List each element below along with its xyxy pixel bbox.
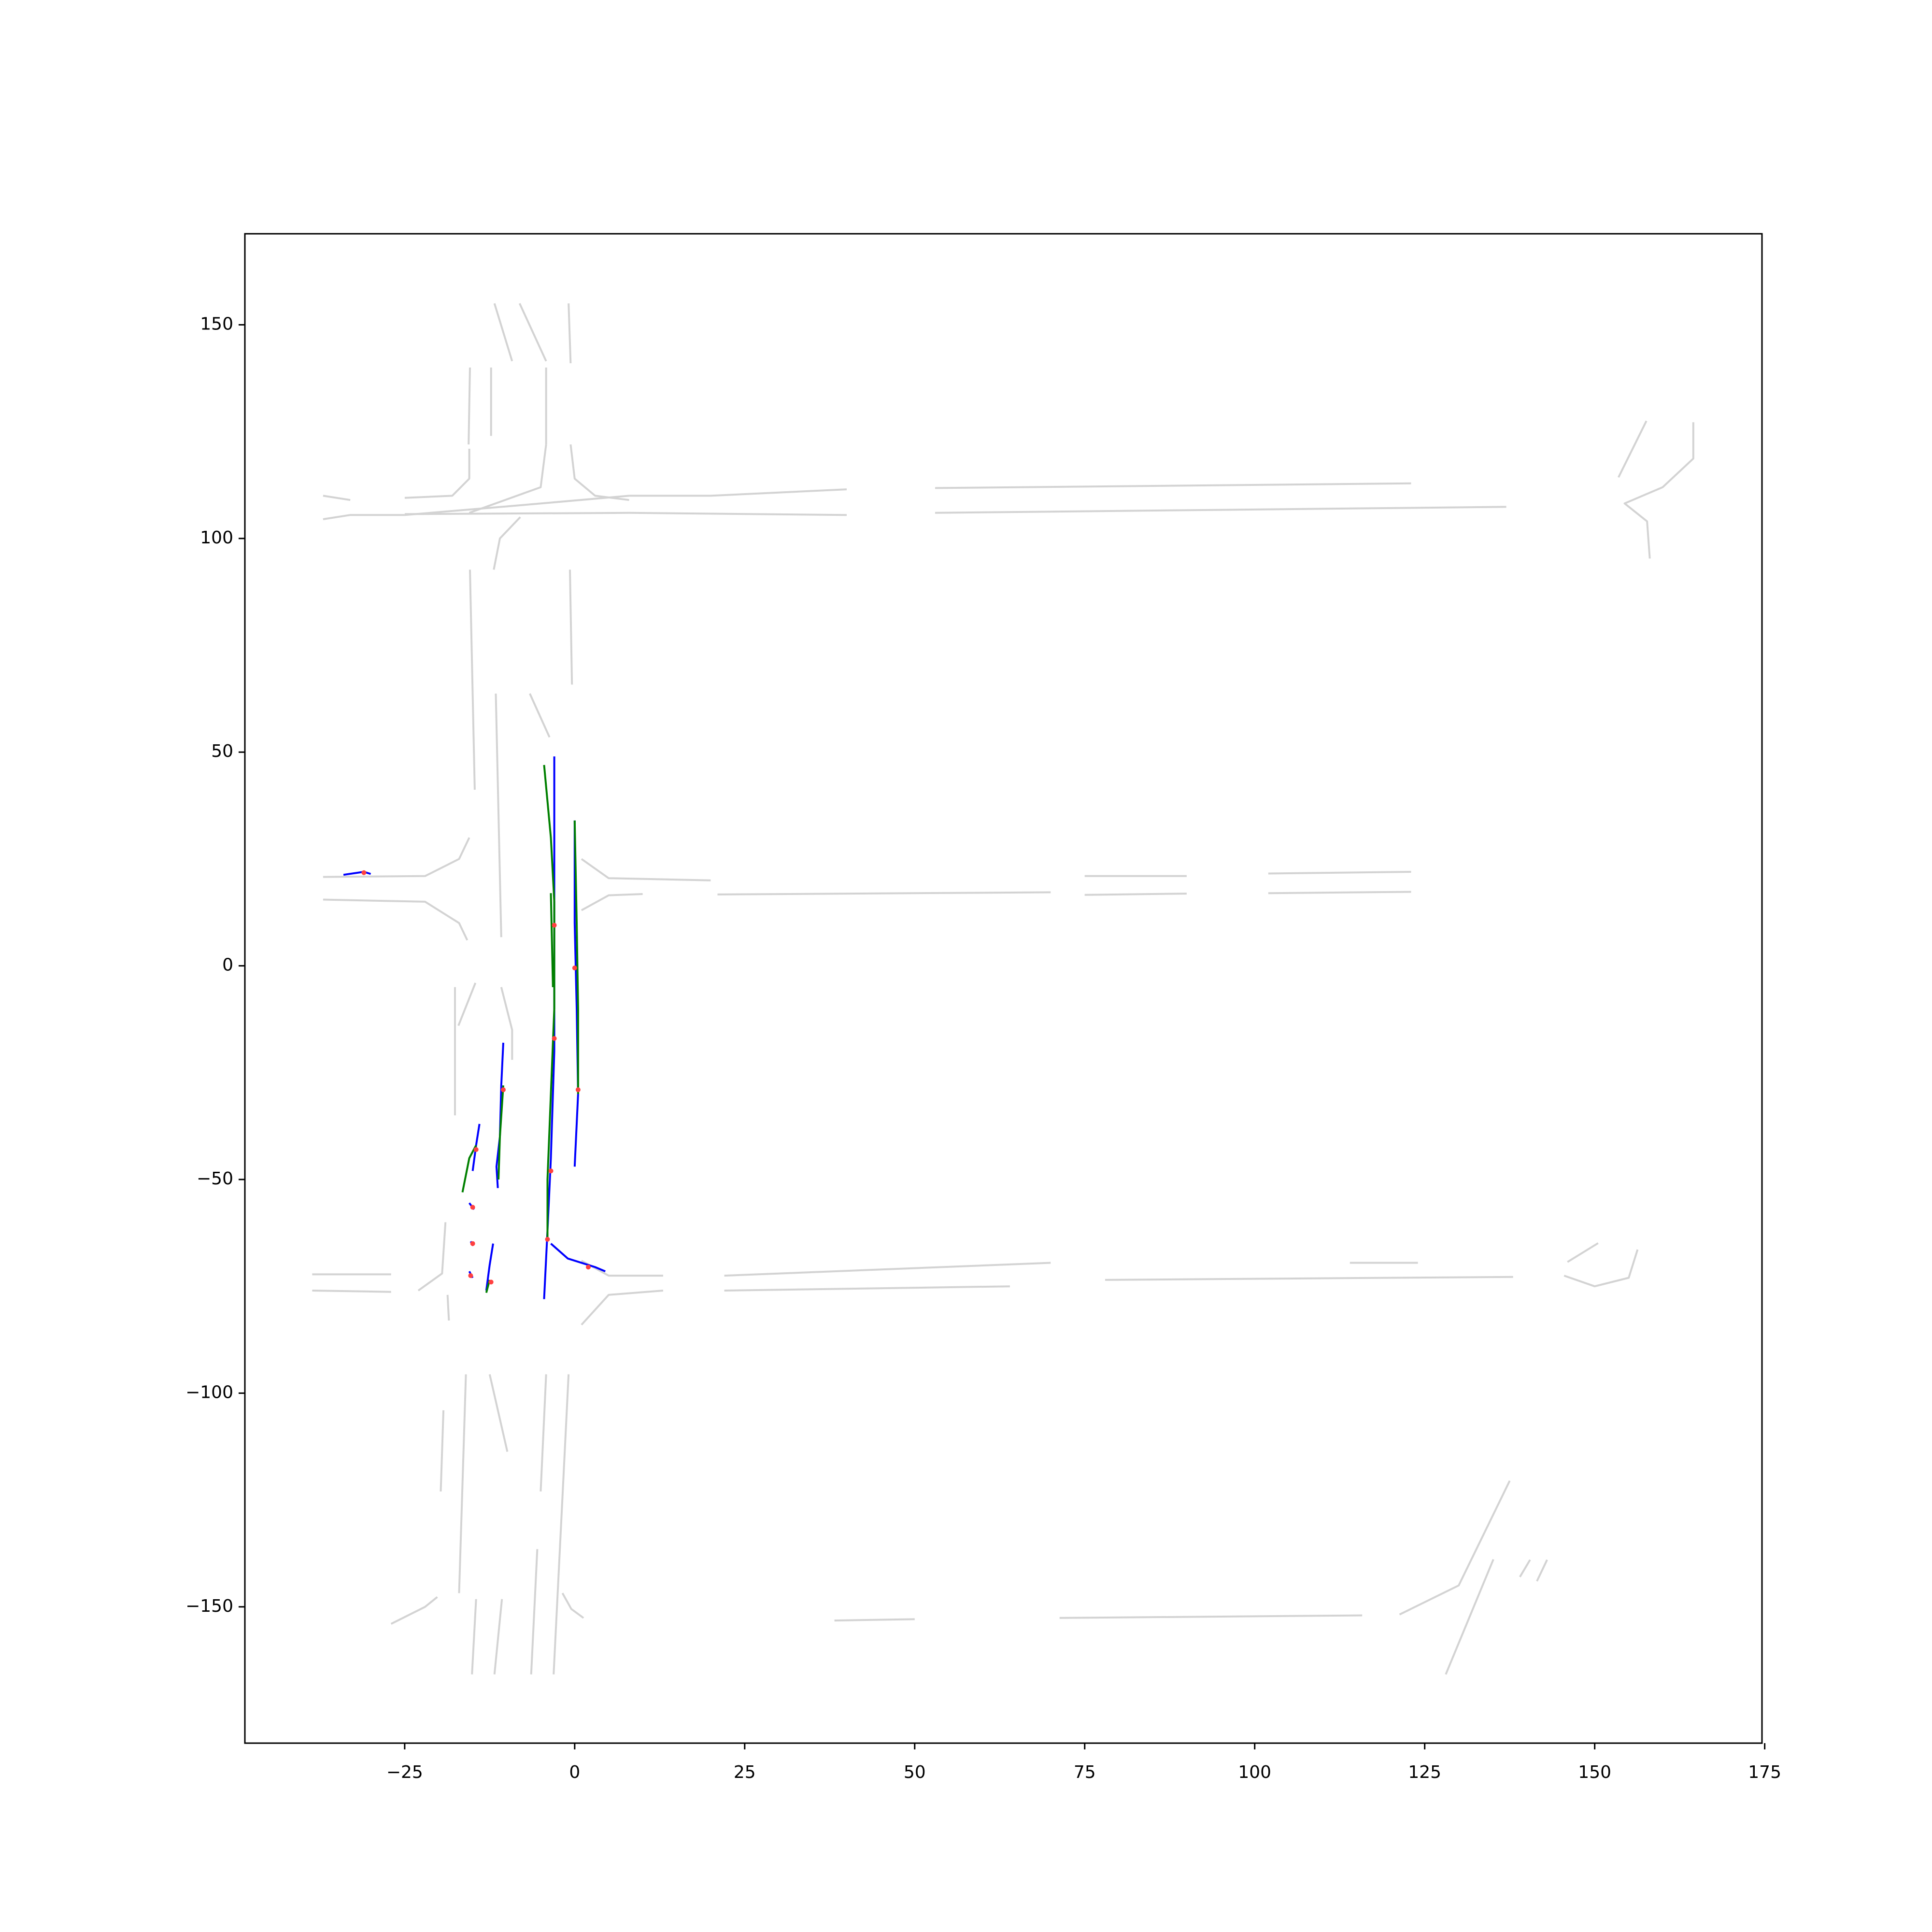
polyline <box>935 482 1411 489</box>
polyline <box>323 837 470 878</box>
y-tick-label: 100 <box>200 528 233 548</box>
y-tick-label: −100 <box>185 1382 233 1402</box>
polyline <box>390 1596 438 1625</box>
polyline <box>581 858 711 881</box>
polyline <box>543 765 555 1239</box>
polyline <box>440 1410 445 1492</box>
polyline <box>553 1374 570 1675</box>
polyline <box>1519 1559 1531 1577</box>
x-tick-label: 100 <box>1238 1762 1271 1782</box>
polyline <box>493 516 521 570</box>
polyline <box>500 987 513 1060</box>
polyline <box>629 511 847 516</box>
y-tick-label: −150 <box>185 1596 233 1616</box>
polyline <box>1623 422 1694 559</box>
polyline <box>1536 1559 1548 1582</box>
polyline <box>493 303 513 362</box>
polyline <box>935 506 1506 514</box>
polyline <box>717 891 1051 895</box>
x-tick-label: 50 <box>904 1762 926 1782</box>
point <box>552 1036 557 1041</box>
polyline <box>569 444 629 501</box>
point <box>575 1087 581 1093</box>
polyline <box>581 893 643 911</box>
polyline <box>550 1243 606 1273</box>
polyline <box>323 514 405 520</box>
polyline <box>569 569 573 685</box>
polyline <box>323 495 351 501</box>
polyline <box>573 820 579 1094</box>
polyline <box>404 511 629 515</box>
polyline <box>488 1374 509 1452</box>
polyline <box>529 693 551 738</box>
polyline <box>323 898 469 941</box>
point <box>500 1087 506 1093</box>
polyline <box>1268 891 1411 895</box>
polyline <box>417 1222 447 1292</box>
polyline <box>724 1285 1010 1292</box>
polyline <box>518 303 547 362</box>
polyline <box>404 495 629 516</box>
polyline <box>485 1243 494 1291</box>
polyline <box>469 569 476 790</box>
polyline <box>1445 1559 1494 1675</box>
polyline <box>457 982 477 1026</box>
polyline <box>495 693 502 938</box>
polyline <box>1618 420 1648 478</box>
point <box>552 923 557 928</box>
plot-area <box>312 303 1694 1675</box>
polyline <box>550 893 554 987</box>
axes-frame <box>244 233 1763 1744</box>
point <box>468 1273 473 1279</box>
polyline <box>1059 1614 1363 1619</box>
y-tick-label: 0 <box>222 955 233 975</box>
polyline <box>458 1374 467 1593</box>
x-tick-label: 25 <box>734 1762 756 1782</box>
point <box>470 1241 475 1246</box>
polyline <box>561 1592 584 1619</box>
point <box>473 1147 479 1152</box>
polyline <box>468 367 471 445</box>
point <box>361 870 367 875</box>
polyline <box>1563 1249 1639 1288</box>
point <box>585 1264 591 1270</box>
point <box>548 1168 554 1174</box>
point <box>545 1236 550 1242</box>
polyline <box>1268 871 1411 875</box>
polyline <box>540 1374 547 1492</box>
polyline <box>1105 1276 1513 1281</box>
polyline <box>629 488 847 497</box>
point <box>572 966 577 971</box>
y-tick-label: 50 <box>211 741 233 761</box>
polyline <box>493 1599 503 1675</box>
x-tick-label: 175 <box>1748 1762 1781 1782</box>
x-tick-label: 0 <box>569 1762 580 1782</box>
polyline <box>404 449 470 499</box>
polyline <box>446 1294 450 1321</box>
x-tick-label: 150 <box>1578 1762 1611 1782</box>
x-tick-label: 75 <box>1074 1762 1096 1782</box>
y-tick-label: 150 <box>200 314 233 334</box>
polyline <box>834 1618 915 1622</box>
polyline <box>568 303 572 364</box>
point <box>488 1279 494 1285</box>
polyline <box>724 1262 1051 1277</box>
polyline <box>573 820 579 1167</box>
polyline <box>469 444 547 514</box>
y-tick-label: −50 <box>197 1169 233 1189</box>
polyline <box>471 1599 477 1675</box>
x-tick-label: 125 <box>1408 1762 1441 1782</box>
polyline <box>497 1085 504 1180</box>
x-tick-label: −25 <box>386 1762 423 1782</box>
polyline <box>530 1549 539 1675</box>
polyline <box>1084 893 1187 896</box>
polyline <box>312 1290 391 1293</box>
polyline <box>1399 1480 1511 1616</box>
polyline <box>581 1290 664 1326</box>
polyline <box>1567 1242 1599 1263</box>
point <box>470 1205 475 1210</box>
